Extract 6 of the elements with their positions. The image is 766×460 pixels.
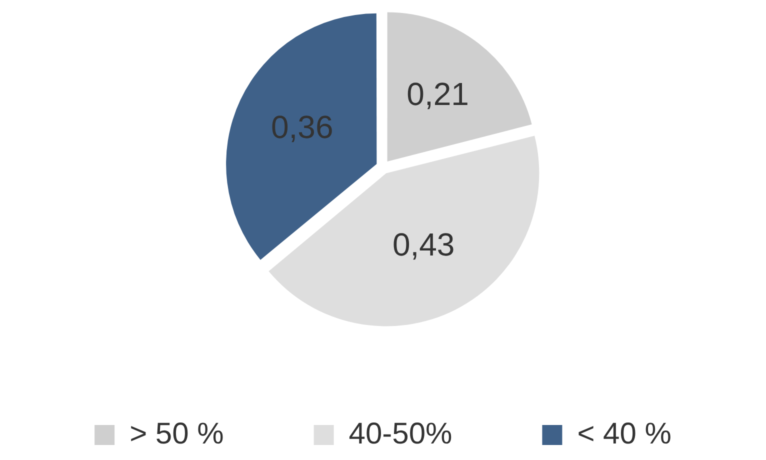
legend-label: < 40 % [577,417,672,450]
legend-label: > 50 % [130,417,224,450]
data-label: 0,36 [270,108,334,145]
legend-label: 40-50% [348,417,452,450]
data-label: 0,21 [406,76,469,112]
data-label: 0,43 [392,226,455,262]
